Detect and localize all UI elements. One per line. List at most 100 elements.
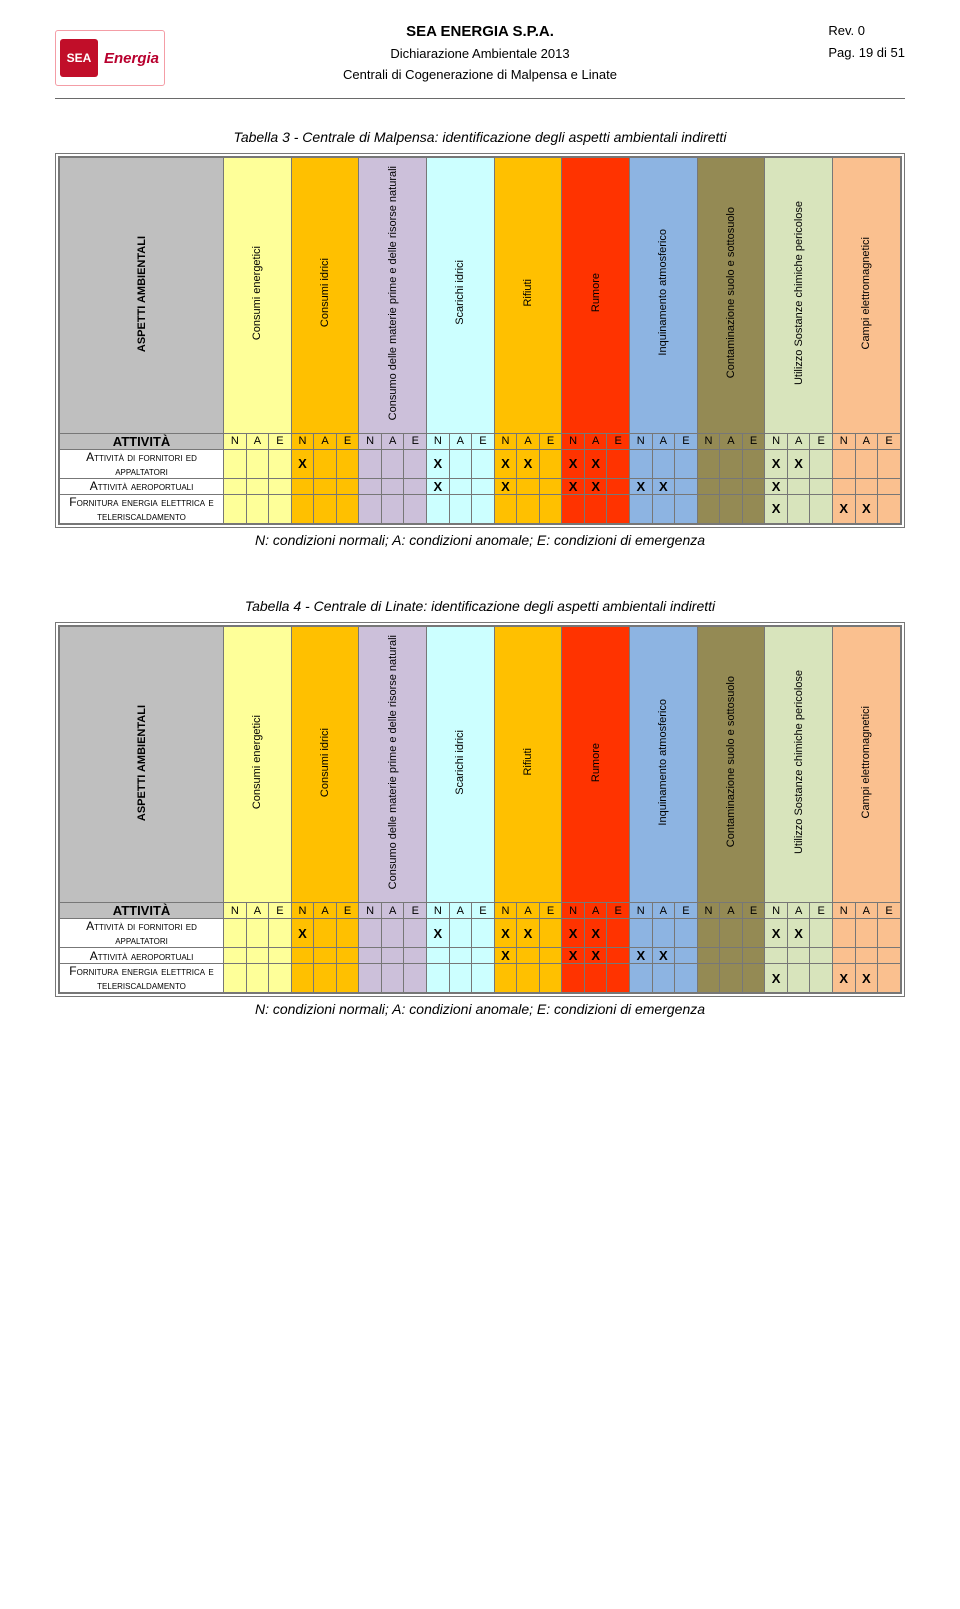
- mark-cell: [787, 964, 810, 993]
- nae-cell: E: [607, 433, 630, 449]
- nae-cell: N: [494, 433, 517, 449]
- mark-cell: [269, 449, 292, 478]
- mark-cell: [607, 964, 630, 993]
- mark-cell: [675, 948, 698, 964]
- nae-cell: A: [517, 903, 540, 919]
- mark-cell: [675, 478, 698, 494]
- mark-cell: [630, 449, 653, 478]
- mark-cell: [314, 948, 337, 964]
- logo-text: Energia: [104, 50, 159, 67]
- mark-cell: [720, 449, 743, 478]
- mark-cell: [404, 964, 427, 993]
- nae-cell: A: [584, 433, 607, 449]
- nae-cell: E: [269, 903, 292, 919]
- header-center: SEA ENERGIA S.P.A. Dichiarazione Ambient…: [55, 20, 905, 86]
- row-label: Attività aeroportuali: [60, 948, 224, 964]
- nae-cell: N: [494, 903, 517, 919]
- column-header: Contaminazione suolo e sottosuolo: [697, 626, 765, 902]
- mark-cell: [427, 948, 450, 964]
- mark-cell: X: [630, 478, 653, 494]
- mark-cell: [494, 494, 517, 523]
- mark-cell: [224, 948, 247, 964]
- nae-cell: N: [697, 433, 720, 449]
- mark-cell: [381, 478, 404, 494]
- column-header: Utilizzo Sostanze chimiche pericolose: [765, 626, 833, 902]
- mark-cell: [787, 478, 810, 494]
- mark-cell: [291, 494, 314, 523]
- mark-cell: [381, 449, 404, 478]
- mark-cell: [652, 449, 675, 478]
- mark-cell: [359, 478, 382, 494]
- mark-cell: [810, 948, 833, 964]
- mark-cell: [427, 964, 450, 993]
- doc-title: Dichiarazione Ambientale 2013: [55, 44, 905, 65]
- mark-cell: [291, 964, 314, 993]
- mark-cell: X: [630, 948, 653, 964]
- nae-cell: N: [291, 433, 314, 449]
- mark-cell: [291, 948, 314, 964]
- revision: Rev. 0: [828, 20, 905, 42]
- company-name: SEA ENERGIA S.P.A.: [55, 20, 905, 44]
- mark-cell: [517, 494, 540, 523]
- mark-cell: [584, 964, 607, 993]
- mark-cell: [404, 494, 427, 523]
- mark-cell: [742, 494, 765, 523]
- nae-cell: A: [652, 903, 675, 919]
- mark-cell: [336, 919, 359, 948]
- mark-cell: X: [652, 478, 675, 494]
- nae-cell: N: [832, 433, 855, 449]
- nae-cell: A: [787, 903, 810, 919]
- nae-cell: E: [336, 433, 359, 449]
- mark-cell: [472, 948, 495, 964]
- mark-cell: [314, 478, 337, 494]
- nae-cell: E: [742, 903, 765, 919]
- mark-cell: [810, 919, 833, 948]
- mark-cell: [810, 478, 833, 494]
- mark-cell: X: [291, 449, 314, 478]
- nae-cell: E: [404, 903, 427, 919]
- mark-cell: X: [787, 919, 810, 948]
- mark-cell: [855, 478, 878, 494]
- nae-cell: A: [855, 903, 878, 919]
- table4-legend: N: condizioni normali; A: condizioni ano…: [55, 1001, 905, 1017]
- row-label: Attività di fornitori ed appaltatori: [60, 919, 224, 948]
- mark-cell: [720, 964, 743, 993]
- mark-cell: [404, 919, 427, 948]
- mark-cell: [832, 919, 855, 948]
- table3-caption: Tabella 3 - Centrale di Malpensa: identi…: [55, 129, 905, 145]
- nae-cell: A: [449, 903, 472, 919]
- nae-cell: E: [539, 433, 562, 449]
- mark-cell: [607, 948, 630, 964]
- table4: ASPETTI AMBIENTALIConsumi energeticiCons…: [55, 622, 905, 997]
- mark-cell: [652, 494, 675, 523]
- column-header: Scarichi idrici: [427, 157, 495, 433]
- nae-cell: E: [878, 433, 901, 449]
- nae-cell: N: [630, 433, 653, 449]
- mark-cell: [675, 964, 698, 993]
- nae-cell: N: [359, 433, 382, 449]
- nae-cell: E: [675, 433, 698, 449]
- column-header: Consumi idrici: [291, 157, 359, 433]
- nae-cell: N: [359, 903, 382, 919]
- column-header: Campi elettromagnetici: [832, 157, 900, 433]
- nae-cell: N: [291, 903, 314, 919]
- mark-cell: X: [765, 919, 788, 948]
- mark-cell: X: [517, 449, 540, 478]
- mark-cell: [246, 449, 269, 478]
- nae-cell: E: [472, 433, 495, 449]
- mark-cell: X: [562, 948, 585, 964]
- nae-cell: N: [427, 433, 450, 449]
- mark-cell: [404, 478, 427, 494]
- mark-cell: [742, 449, 765, 478]
- mark-cell: [607, 919, 630, 948]
- nae-cell: N: [697, 903, 720, 919]
- mark-cell: [810, 449, 833, 478]
- mark-cell: [720, 478, 743, 494]
- mark-cell: X: [832, 964, 855, 993]
- page-number: Pag. 19 di 51: [828, 42, 905, 64]
- mark-cell: X: [584, 919, 607, 948]
- mark-cell: [878, 964, 901, 993]
- mark-cell: [832, 478, 855, 494]
- nae-cell: E: [675, 903, 698, 919]
- nae-cell: E: [404, 433, 427, 449]
